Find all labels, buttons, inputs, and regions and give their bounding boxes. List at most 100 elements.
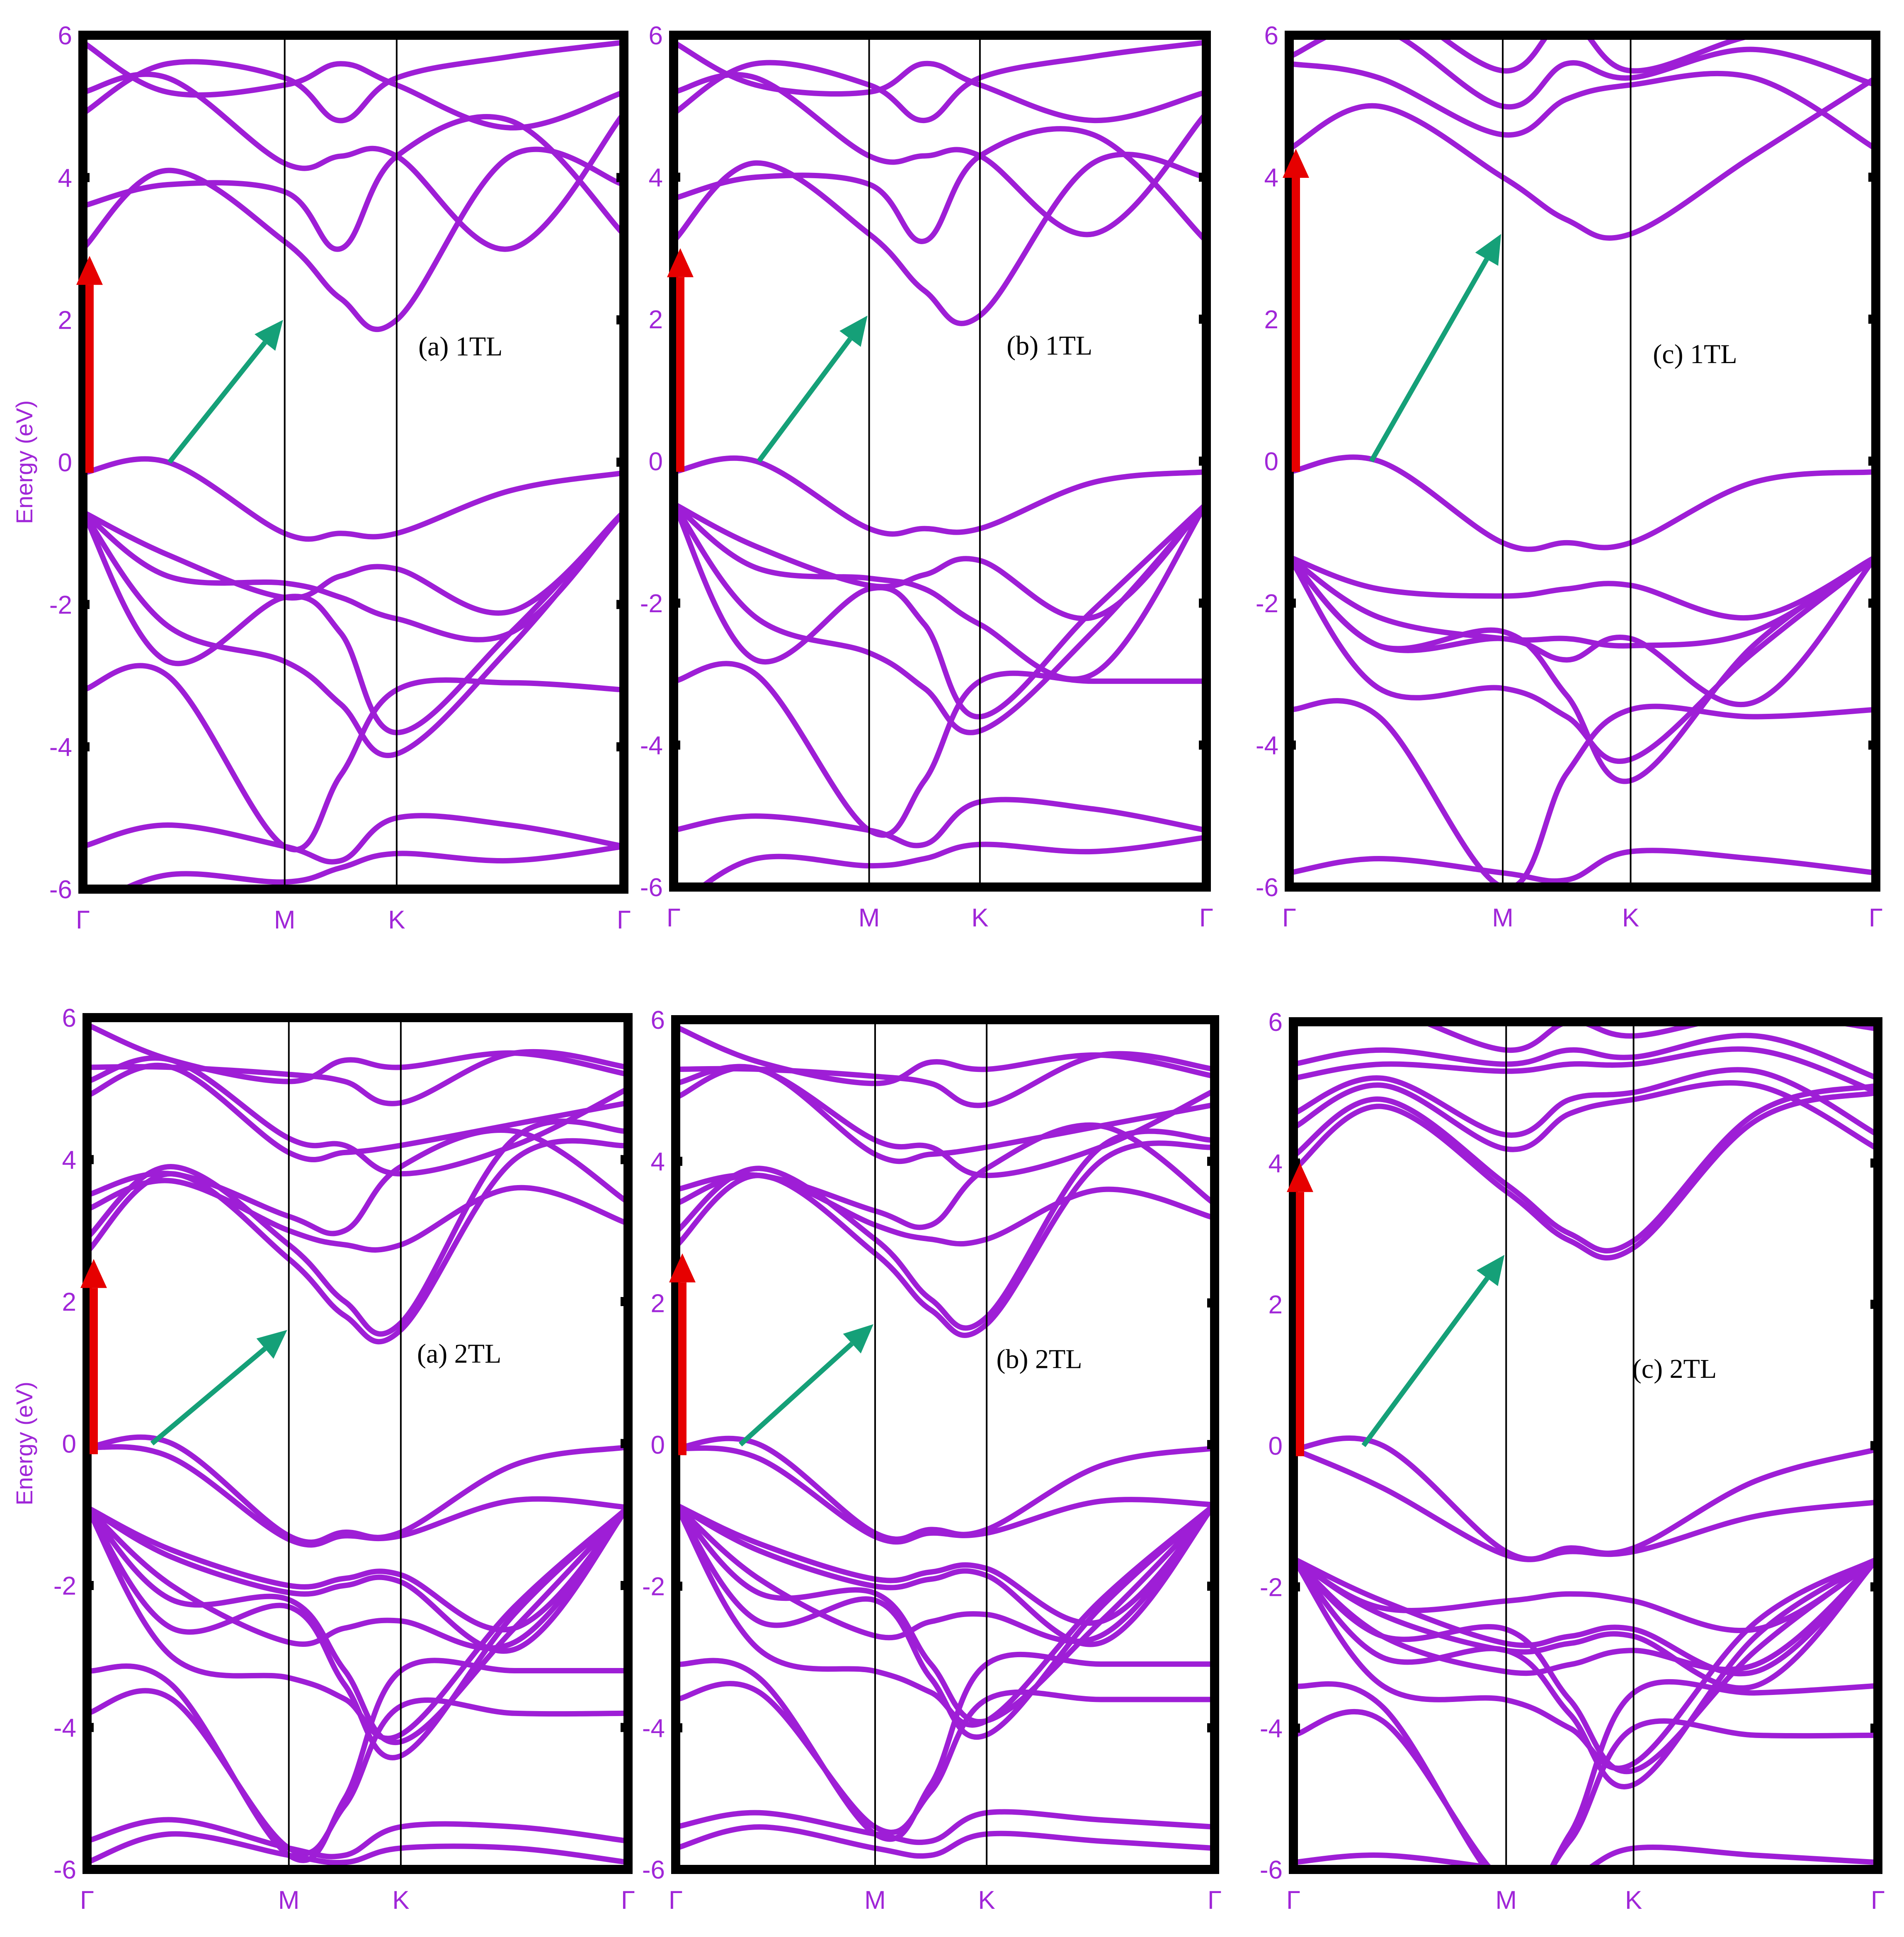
y-tick-mark-left: [669, 172, 680, 182]
band-line-v10: [1293, 1679, 1878, 1869]
y-tick-mark: [1199, 172, 1210, 182]
band-line-v9: [87, 1658, 628, 1863]
y-tick-label: -4: [1260, 1714, 1283, 1743]
band-line-v2: [1293, 1446, 1878, 1562]
band-line-v3: [674, 501, 1206, 682]
x-tick-label: Γ: [76, 906, 90, 934]
y-tick-mark: [1207, 1865, 1219, 1874]
y-tick-mark: [1868, 599, 1880, 608]
band-line-v2: [674, 501, 1206, 621]
y-tick-mark: [616, 173, 628, 182]
band-line-v6: [83, 663, 624, 853]
y-tick-mark-left: [669, 740, 680, 750]
y-tick-mark: [1207, 1440, 1219, 1449]
y-tick-mark: [1870, 1299, 1882, 1309]
x-tick-label: K: [392, 1886, 409, 1915]
band-line-v5: [1289, 554, 1876, 764]
indirect-gap-arrow-shaft: [1361, 1277, 1489, 1447]
y-tick-mark: [1868, 315, 1880, 324]
y-tick-mark: [621, 1439, 632, 1448]
band-line-v8: [697, 834, 1206, 887]
x-tick-label: Γ: [1871, 1886, 1885, 1915]
y-tick-label: -2: [49, 591, 72, 619]
y-tick-label: -2: [642, 1573, 665, 1601]
y-tick-mark: [1868, 172, 1880, 182]
y-tick-label: 0: [1269, 1432, 1283, 1461]
y-tick-mark: [1868, 31, 1880, 40]
band-line-c3: [1289, 35, 1876, 110]
band-line-v10: [676, 1681, 1215, 1835]
y-tick-label: -2: [53, 1572, 76, 1600]
band-line-v9: [676, 1651, 1215, 1842]
band-line-v6: [87, 1505, 628, 1745]
y-tick-mark: [1207, 1156, 1219, 1166]
y-tick-mark: [1870, 1865, 1882, 1874]
y-tick-label: 0: [651, 1431, 665, 1459]
y-tick-mark: [621, 1297, 632, 1306]
y-tick-label: -4: [1256, 732, 1278, 760]
band-line-c3: [83, 71, 624, 252]
indirect-gap-arrow-shaft: [757, 337, 852, 463]
y-tick-label: 0: [58, 448, 72, 477]
panel-label: (b) 2TL: [997, 1344, 1082, 1375]
y-tick-mark: [1207, 1723, 1219, 1733]
band-line-v7: [1289, 698, 1876, 887]
y-tick-label: 6: [58, 22, 72, 50]
y-tick-label: 6: [1264, 22, 1278, 50]
band-line-v6: [674, 661, 1206, 838]
y-tick-mark-left: [672, 1723, 682, 1733]
y-tick-label: 4: [1264, 164, 1278, 192]
y-tick-mark-left: [1289, 1158, 1300, 1168]
y-tick-label: 0: [649, 448, 663, 476]
y-tick-label: -4: [640, 732, 663, 760]
x-tick-label: M: [859, 904, 880, 932]
band-line-v2: [87, 1444, 628, 1548]
y-tick-mark: [1868, 740, 1880, 750]
x-tick-label: M: [1492, 904, 1513, 932]
band-line-c1: [1293, 1089, 1878, 1261]
band-line-v4: [1293, 1556, 1878, 1691]
direct-gap-arrow-head: [76, 256, 103, 285]
x-tick-label: M: [1495, 1886, 1517, 1915]
y-tick-mark: [1870, 1724, 1882, 1733]
y-tick-mark-left: [1289, 1582, 1300, 1592]
band-line-v3: [83, 509, 624, 642]
y-tick-label: -6: [640, 873, 663, 902]
y-tick-mark-left: [669, 599, 680, 608]
x-tick-label: M: [278, 1886, 300, 1915]
x-tick-label: Γ: [667, 904, 681, 932]
band-line-v12: [87, 1831, 628, 1866]
x-tick-label: Γ: [621, 1886, 635, 1915]
y-tick-label: -4: [49, 733, 72, 762]
y-tick-label: 2: [649, 305, 663, 334]
band-line-v9: [1289, 892, 1876, 923]
y-tick-label: 4: [62, 1146, 76, 1175]
y-tick-mark: [1199, 882, 1210, 892]
x-tick-label: K: [971, 904, 988, 932]
band-line-v5: [674, 501, 1206, 720]
y-tick-label: 2: [58, 306, 72, 335]
band-line-c1: [674, 152, 1206, 326]
y-tick-label: -4: [642, 1714, 665, 1743]
band-line-v7: [676, 1502, 1215, 1740]
y-tick-label: -6: [1256, 873, 1278, 902]
bands-b-1TL: [674, 39, 1206, 887]
band-line-v12: [1293, 1845, 1878, 1869]
band-line-c4: [83, 39, 624, 124]
band-line-v1: [1293, 1435, 1878, 1562]
bands-c-1TL: [1289, 35, 1876, 923]
y-tick-mark: [616, 885, 628, 894]
band-line-c2: [674, 126, 1206, 244]
band-line-c1: [83, 146, 624, 332]
x-tick-label: Γ: [1199, 904, 1213, 932]
y-tick-label: 2: [1269, 1291, 1283, 1319]
y-tick-mark: [621, 1013, 632, 1022]
band-line-v2: [1289, 554, 1876, 649]
band-line-c3: [1293, 1080, 1878, 1152]
y-tick-label: -2: [1260, 1573, 1283, 1602]
band-line-v6: [676, 1502, 1215, 1724]
